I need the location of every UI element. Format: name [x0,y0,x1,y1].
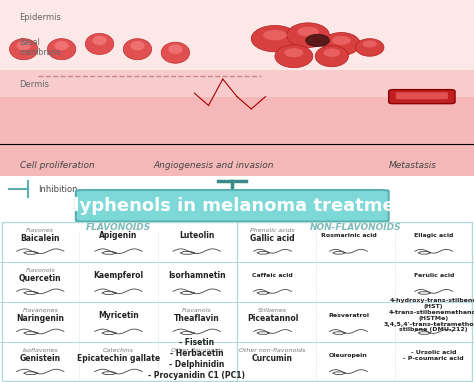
Text: - Fisetin
- Herbacetin
- Delphinidin
- Procyanidin C1 (PC1): - Fisetin - Herbacetin - Delphinidin - P… [148,338,245,380]
Text: Naringenin: Naringenin [16,314,64,323]
Text: Rosmarinic acid: Rosmarinic acid [320,233,376,238]
Ellipse shape [356,39,384,56]
Text: Catechins: Catechins [103,348,134,353]
Ellipse shape [263,30,287,40]
Ellipse shape [322,32,360,55]
Text: Luteolin: Luteolin [179,231,214,240]
Ellipse shape [47,39,76,60]
Ellipse shape [130,41,145,50]
Text: Stilbenes: Stilbenes [258,308,287,313]
Text: Flavanones: Flavanones [22,308,58,313]
Text: Apigenin: Apigenin [100,231,137,240]
Text: Oleuropein: Oleuropein [329,353,368,358]
Ellipse shape [306,34,329,47]
Text: Piceatannol: Piceatannol [247,314,298,323]
Text: Isorhamnetin: Isorhamnetin [168,271,226,280]
Ellipse shape [298,27,319,37]
Ellipse shape [9,39,38,60]
Text: Other non-flavonoids: Other non-flavonoids [239,348,306,353]
Ellipse shape [284,48,303,57]
Text: 4-hydroxy-trans-stilbene
(HST)
4-trans-stilbenemethanol
(HSTMe)
3,4,5,4'-trans-t: 4-hydroxy-trans-stilbene (HST) 4-trans-s… [383,298,474,332]
Ellipse shape [315,46,348,67]
Text: Phenolic acids: Phenolic acids [250,228,295,233]
Ellipse shape [161,42,190,63]
Ellipse shape [55,41,69,50]
Text: Metastasis: Metastasis [388,161,437,170]
Text: NON-FLAVONOIDS: NON-FLAVONOIDS [310,223,401,231]
Ellipse shape [168,44,182,54]
Text: Gallic acid: Gallic acid [250,234,295,243]
Text: Resveratrol: Resveratrol [328,313,369,318]
Text: Epidermis: Epidermis [19,13,61,22]
Text: Epicatechin gallate: Epicatechin gallate [77,354,160,363]
FancyBboxPatch shape [0,70,474,97]
Text: Baicalein: Baicalein [20,234,60,243]
Ellipse shape [363,40,377,47]
Text: Dermis: Dermis [19,80,49,89]
FancyBboxPatch shape [76,190,389,222]
Text: Flavanols: Flavanols [182,308,211,313]
Text: Genistein: Genistein [20,354,61,363]
Text: FLAVONOIDS: FLAVONOIDS [86,223,151,231]
Text: Flavones: Flavones [26,228,55,233]
Text: Other flavonoids: Other flavonoids [171,348,223,353]
Text: Myricetin: Myricetin [98,311,139,320]
Text: Cell proliferation: Cell proliferation [19,161,94,170]
Ellipse shape [323,49,340,57]
Text: Quercetin: Quercetin [19,274,62,283]
Text: Angiogenesis and invasion: Angiogenesis and invasion [153,161,273,170]
Text: Caffeic acid: Caffeic acid [252,273,293,278]
Ellipse shape [251,26,299,52]
Text: Basal
membrane: Basal membrane [19,38,61,57]
Ellipse shape [17,41,31,50]
Ellipse shape [123,39,152,60]
Text: Theaflavin: Theaflavin [174,314,219,323]
Ellipse shape [85,33,114,55]
FancyBboxPatch shape [389,90,455,104]
Text: Isoflavones: Isoflavones [22,348,58,353]
FancyBboxPatch shape [0,79,474,176]
Ellipse shape [275,45,313,68]
Text: Curcumin: Curcumin [252,354,293,363]
Ellipse shape [287,23,329,47]
Text: Flavonols: Flavonols [26,268,55,273]
Ellipse shape [92,36,107,45]
Text: Polyphenols in melanoma treatment: Polyphenols in melanoma treatment [48,197,416,215]
Ellipse shape [332,36,351,45]
Text: Kaempferol: Kaempferol [93,271,144,280]
Text: Inhibition: Inhibition [38,185,77,194]
Text: Ellagic acid: Ellagic acid [414,233,454,238]
Text: - Ursolic acid
- P-coumaric acid: - Ursolic acid - P-coumaric acid [403,350,464,361]
FancyBboxPatch shape [396,92,448,99]
Text: Ferulic acid: Ferulic acid [413,273,454,278]
FancyBboxPatch shape [0,0,474,70]
